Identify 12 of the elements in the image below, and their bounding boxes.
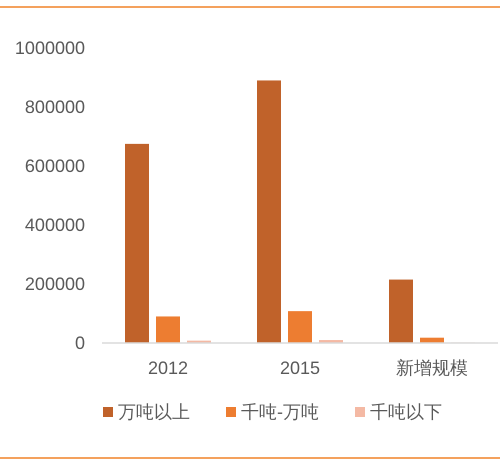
y-tick-label: 800000 [24, 97, 85, 117]
x-tick-label: 新增规模 [396, 358, 468, 378]
y-tick-label: 600000 [24, 156, 85, 176]
legend-label: 千吨-万吨 [241, 402, 319, 422]
y-tick-label: 1000000 [14, 38, 85, 58]
y-tick-label: 400000 [24, 215, 85, 235]
x-tick-label: 2012 [148, 358, 188, 378]
y-tick-label: 0 [74, 333, 85, 353]
y-tick-label: 200000 [24, 274, 85, 294]
legend-label: 千吨以下 [370, 402, 442, 422]
legend-label: 万吨以上 [118, 402, 190, 422]
x-tick-label: 2015 [280, 358, 320, 378]
